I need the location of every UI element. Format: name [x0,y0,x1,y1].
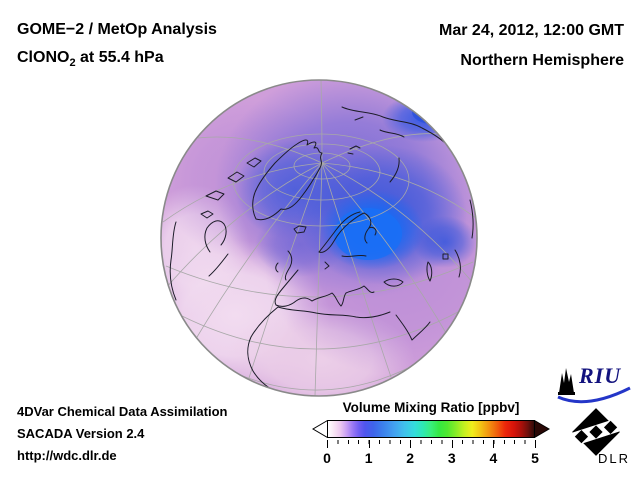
colorbar-tick-label: 1 [364,450,373,466]
colorbar-minor-ticks [327,440,535,444]
colorbar-gradient [327,420,535,438]
coastlines [169,106,474,396]
colorbar: Volume Mixing Ratio [ppbv] 0 1 2 3 4 5 [312,400,550,466]
colorbar-gradient-row [312,420,550,440]
product-title-line1: GOME−2 / MetOp Analysis [17,21,217,38]
colorbar-tick-label: 2 [406,450,415,466]
colorbar-major-tick [410,440,412,448]
colorbar-underflow-arrow-icon [312,420,328,438]
riu-logo-text: RIU [579,363,622,388]
datetime-block: Mar 24, 2012, 12:00 GMT Northern Hemisph… [439,16,624,76]
dlr-logo: DLR [568,406,630,472]
colorbar-major-tick [535,440,536,448]
credits-block: 4DVar Chemical Data Assimilation SACADA … [17,401,228,467]
datetime-label: Mar 24, 2012, 12:00 GMT [439,22,624,39]
product-title: GOME−2 / MetOp Analysis ClONO2 at 55.4 h… [17,16,217,72]
product-title-line2: ClONO2 at 55.4 hPa [17,49,164,70]
colorbar-overflow-arrow-icon [534,420,550,438]
colorbar-tick-label: 4 [489,450,498,466]
colorbar-major-tick [493,440,495,448]
colorbar-major-tick [368,440,370,448]
colorbar-tick-label: 5 [531,450,539,466]
mixing-ratio-field [161,80,477,396]
credit-line-assimilation: 4DVar Chemical Data Assimilation [17,404,228,419]
credit-line-version: SACADA Version 2.4 [17,426,145,441]
colorbar-title: Volume Mixing Ratio [ppbv] [342,400,520,415]
colorbar-tick-label: 3 [447,450,456,466]
hemisphere-label: Northern Hemisphere [460,52,624,69]
colorbar-tick-label: 0 [323,450,331,466]
colorbar-ticks [327,440,536,448]
colorbar-major-tick [451,440,453,448]
colorbar-major-tick [327,440,328,448]
riu-cathedral-swoosh-icon [557,368,631,404]
globe-limb [160,79,478,397]
colorbar-labels: 0 1 2 3 4 5 [323,450,539,466]
dlr-arrow-icon [570,408,622,456]
riu-logo: RIU [556,363,632,405]
credit-line-url: http://wdc.dlr.de [17,448,117,463]
dlr-logo-text: DLR [597,451,630,466]
